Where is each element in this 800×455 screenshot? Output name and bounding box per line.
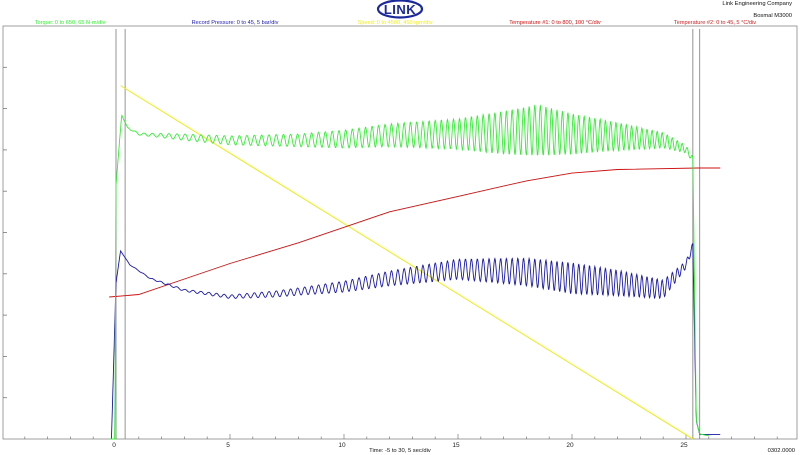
legend-entry-speed: Speed: 0 to 4500, 450 rpm/div [358, 20, 433, 26]
x-tick-label: 0 [112, 442, 116, 449]
event-markers [115, 29, 701, 439]
series-line-torque [109, 104, 709, 440]
link-logo: LINK [376, 0, 424, 19]
x-tick-label: 10 [338, 442, 346, 449]
machine-name: Bosmal M3000 [753, 13, 792, 19]
x-axis-label: Time: -5 to 30, 5 sec/div [369, 448, 431, 454]
company-name: Link Engineering Company [722, 1, 792, 7]
x-axis-ticks: 0 5 10 15 20 25 [24, 434, 778, 449]
legend-entry-pressure: Record Pressure: 0 to 45, 5 bar/div [192, 20, 279, 26]
legend-entry-torque: Torque: 0 to 650, 65 N·m/div [35, 20, 106, 26]
y-axis-ticks [3, 66, 7, 399]
link-logo-text: LINK [384, 2, 416, 17]
legend: Torque: 0 to 650, 65 N·m/div Record Press… [35, 20, 757, 26]
series-line-temp1 [109, 167, 721, 298]
series-line-speed [120, 85, 694, 440]
series-layer [109, 85, 721, 440]
legend-entry-temp1: Temperature #1: 0 to 800, 100 °C/div [509, 20, 601, 26]
series-line-pressure [110, 243, 721, 440]
plot-frame [2, 25, 798, 440]
x-tick-label: 20 [566, 442, 574, 449]
x-tick-label: 25 [680, 442, 688, 449]
legend-entry-temp2: Temperature #2: 0 to 45, 5 °C/div [674, 20, 756, 26]
x-tick-label: 5 [226, 442, 230, 449]
record-id: 0302.0000 [768, 448, 795, 454]
x-tick-label: 15 [452, 442, 460, 449]
